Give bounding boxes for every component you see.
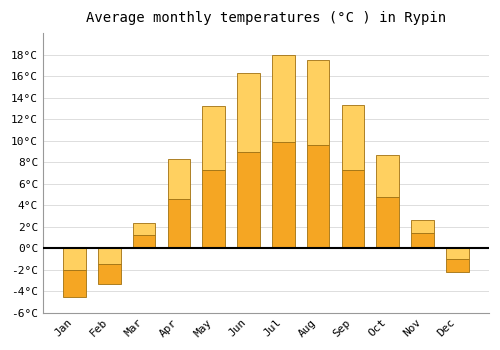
- Bar: [342, 105, 364, 169]
- Bar: [411, 220, 434, 233]
- Bar: [446, 248, 468, 259]
- Bar: [98, 248, 120, 264]
- Bar: [133, 223, 156, 235]
- Bar: [272, 142, 294, 248]
- Bar: [98, 264, 120, 284]
- Bar: [63, 248, 86, 270]
- Bar: [202, 106, 225, 170]
- Bar: [237, 73, 260, 152]
- Bar: [376, 155, 399, 197]
- Bar: [168, 159, 190, 199]
- Bar: [237, 152, 260, 248]
- Bar: [168, 199, 190, 248]
- Bar: [63, 270, 86, 296]
- Bar: [307, 145, 330, 248]
- Bar: [307, 60, 330, 145]
- Bar: [446, 259, 468, 272]
- Bar: [411, 233, 434, 248]
- Bar: [133, 234, 156, 248]
- Bar: [272, 55, 294, 142]
- Bar: [342, 169, 364, 248]
- Bar: [202, 170, 225, 248]
- Bar: [376, 197, 399, 248]
- Title: Average monthly temperatures (°C ) in Rypin: Average monthly temperatures (°C ) in Ry…: [86, 11, 446, 25]
